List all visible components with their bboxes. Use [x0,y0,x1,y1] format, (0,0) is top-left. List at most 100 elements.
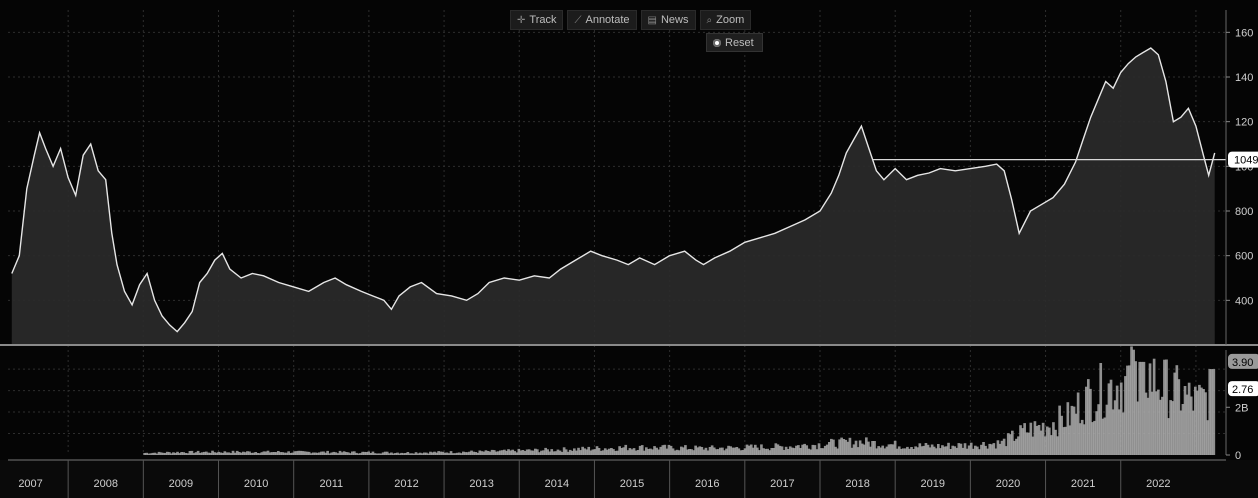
volume-bar [910,447,913,455]
volume-bar [1043,436,1047,455]
volume-bar [706,450,710,455]
volume-bar [289,453,292,455]
volume-bar [511,449,515,455]
volume-bar [616,450,619,455]
volume-bar [529,450,533,455]
volume-bar [556,449,560,455]
volume-bar [622,447,626,455]
volume-bars [143,346,1216,455]
volume-bar [745,444,749,455]
volume-bar [603,448,607,455]
annotate-button[interactable]: ⟋ Annotate [567,10,637,30]
volume-bar [885,446,889,455]
volume-bar [414,452,418,455]
volume-bar [1208,369,1212,455]
volume-bar [714,449,718,455]
volume-bar [1150,391,1154,455]
volume-bar [719,447,722,455]
volume-bar [371,451,375,455]
volume-bar [932,446,936,455]
volume-bar [174,452,177,455]
x-tick-label: 2013 [469,478,493,490]
volume-bar [838,439,841,455]
volume-bar [581,446,584,455]
volume-bar [918,443,922,455]
volume-bar [394,453,397,455]
volume-bar [159,452,163,455]
volume-bar [1187,382,1191,455]
volume-bar [1103,417,1107,455]
main-y-tick-label: 120 [1235,117,1253,129]
crosshair-icon: ✛ [517,14,526,26]
volume-bar [980,444,983,455]
volume-bar [1099,363,1103,455]
volume-bar [900,448,903,455]
volume-bar [305,451,309,455]
volume-bar [472,451,475,455]
volume-bar [490,449,494,455]
volume-bar [879,447,883,455]
volume-bar [536,449,539,455]
volume-bar [1154,391,1158,455]
volume-bar [1212,369,1216,455]
volume-bar [994,448,998,455]
volume-bar [725,448,728,455]
volume-bar [1171,401,1174,455]
news-button[interactable]: ▤ News [640,10,696,30]
volume-bar [1082,424,1086,455]
volume-bar [564,449,568,455]
volume-bar [1008,434,1012,455]
volume-bar [971,448,975,455]
volume-bar [809,449,813,455]
volume-bar [328,453,332,455]
volume-bar [939,448,942,455]
volume-bar [1163,359,1166,455]
volume-bar [1111,409,1115,455]
volume-bar [1122,412,1125,455]
volume-bar [1140,361,1144,455]
volume-bar [865,437,868,455]
news-icon: ▤ [647,14,657,26]
volume-bar [1025,432,1029,455]
reset-button[interactable]: Reset [706,33,763,52]
volume-bar [1045,426,1049,455]
volume-bar [1146,397,1150,455]
volume-bar [920,446,924,455]
volume-bar [955,447,959,455]
volume-bar [1202,389,1205,455]
volume-bar [515,452,519,455]
track-button[interactable]: ✛ Track [510,10,564,30]
volume-bar [1167,418,1170,455]
volume-bar [558,450,562,455]
volume-bar [1041,422,1045,455]
zoom-button[interactable]: ⌕ Zoom [699,10,752,30]
volume-bar [262,451,266,455]
volume-bar [1087,379,1090,455]
volume-bar [233,452,237,455]
volume-bar [626,450,630,455]
volume-bar [176,451,179,455]
volume-bar [484,450,488,455]
volume-bar [562,447,566,455]
volume-bar [904,448,907,455]
volume-bar [1189,396,1193,455]
volume-bar [875,448,878,455]
volume-value-label: 2.76 [1232,384,1253,396]
volume-bar [375,453,379,455]
volume-y-tick-label: 0 [1235,450,1241,462]
volume-bar [1165,359,1168,455]
volume-bar [747,445,751,455]
volume-bar [1013,440,1016,455]
volume-bar [431,452,434,455]
volume-bar [379,453,383,455]
volume-bar [1128,365,1131,455]
volume-bar [240,452,243,455]
volume-bar [614,450,617,455]
volume-bar [501,450,504,455]
volume-bar [708,447,712,455]
volume-bar [540,450,543,455]
volume-bar [209,452,212,455]
volume-bar [840,437,843,455]
volume-bar [1000,440,1004,455]
volume-bar [778,445,782,455]
